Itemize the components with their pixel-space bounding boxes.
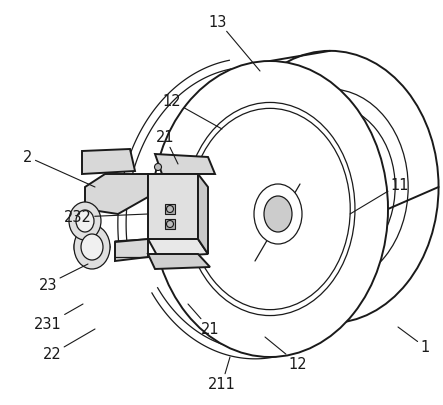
Polygon shape xyxy=(155,155,215,175)
Text: 1: 1 xyxy=(398,327,430,355)
Ellipse shape xyxy=(81,234,103,260)
Ellipse shape xyxy=(152,62,388,357)
Ellipse shape xyxy=(74,226,110,269)
Text: 21: 21 xyxy=(188,304,219,337)
Text: 13: 13 xyxy=(209,15,260,72)
Text: 211: 211 xyxy=(208,357,236,392)
Text: 231: 231 xyxy=(34,304,83,332)
Text: 11: 11 xyxy=(350,177,409,215)
Text: 232: 232 xyxy=(64,210,148,225)
Text: 23: 23 xyxy=(39,264,88,292)
Bar xyxy=(165,205,175,215)
Ellipse shape xyxy=(167,206,174,213)
Ellipse shape xyxy=(254,185,302,244)
Polygon shape xyxy=(148,239,208,257)
Polygon shape xyxy=(148,175,198,239)
Text: 12: 12 xyxy=(163,94,222,130)
Ellipse shape xyxy=(167,221,174,228)
Ellipse shape xyxy=(155,164,162,171)
Text: 22: 22 xyxy=(43,329,95,362)
Polygon shape xyxy=(115,239,148,261)
Polygon shape xyxy=(85,175,148,215)
Ellipse shape xyxy=(69,202,101,241)
Text: 12: 12 xyxy=(265,337,307,371)
Polygon shape xyxy=(82,149,135,175)
Ellipse shape xyxy=(264,196,292,232)
Polygon shape xyxy=(198,175,208,254)
Ellipse shape xyxy=(76,211,94,232)
Bar xyxy=(165,220,175,230)
Polygon shape xyxy=(148,254,210,269)
Text: 21: 21 xyxy=(155,130,178,164)
Text: 2: 2 xyxy=(23,150,95,188)
